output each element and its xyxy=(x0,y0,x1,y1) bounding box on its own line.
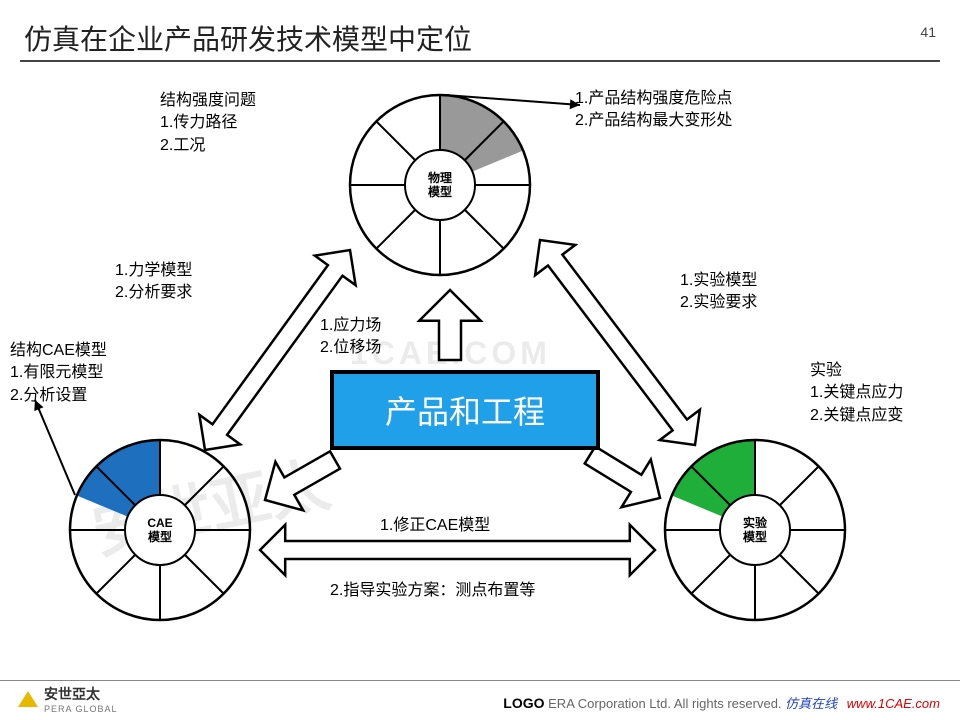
center-box: 产品和工程 xyxy=(330,370,600,450)
footer-brand1: 仿真在线 xyxy=(785,696,837,711)
footer-triangle-icon xyxy=(18,691,38,707)
annot-top-right: 1.产品结构强度危险点 2.产品结构最大变形处 xyxy=(575,88,732,133)
annot-top-left: 结构强度问题 1.传力路径 2.工况 xyxy=(160,90,256,157)
annot-bottom-mid-up: 1.修正CAE模型 xyxy=(380,515,490,537)
annot-left-side: 结构CAE模型 1.有限元模型 2.分析设置 xyxy=(10,340,107,407)
diagram-area: 1CAE.COM 安世亚太 物理 模型 CAE 模型 实验 模型 产品和工程 结… xyxy=(0,60,960,680)
footer-brand2: www.1CAE.com xyxy=(847,696,940,711)
footer: 安世亞太 PERA GLOBAL LOGO ERA Corporation Lt… xyxy=(0,680,960,720)
footer-corp: ERA Corporation Ltd. All rights reserved… xyxy=(548,696,781,711)
annot-bottom-mid-dn: 2.指导实验方案：测点布置等 xyxy=(330,580,535,602)
footer-en: PERA GLOBAL xyxy=(44,704,118,714)
annot-mid-center: 1.应力场 2.位移场 xyxy=(320,315,381,360)
footer-logo-left: 安世亞太 PERA GLOBAL xyxy=(18,684,118,714)
page-title: 仿真在企业产品研发技术模型中定位 xyxy=(24,18,472,58)
annot-mid-left-up: 1.力学模型 2.分析要求 xyxy=(115,260,192,305)
wheel-physical-model: 物理 模型 xyxy=(348,93,532,282)
footer-cn: 安世亞太 xyxy=(44,684,118,704)
annot-right-side: 实验 1.关键点应力 2.关键点应变 xyxy=(810,360,903,427)
wheel-cae-model: CAE 模型 xyxy=(68,438,252,627)
footer-right: LOGO ERA Corporation Ltd. All rights res… xyxy=(503,693,940,712)
wheel-experiment-model: 实验 模型 xyxy=(663,438,847,627)
footer-logo-text: LOGO xyxy=(503,695,544,711)
annot-mid-right-up: 1.实验模型 2.实验要求 xyxy=(680,270,757,315)
page-number: 41 xyxy=(920,24,936,40)
